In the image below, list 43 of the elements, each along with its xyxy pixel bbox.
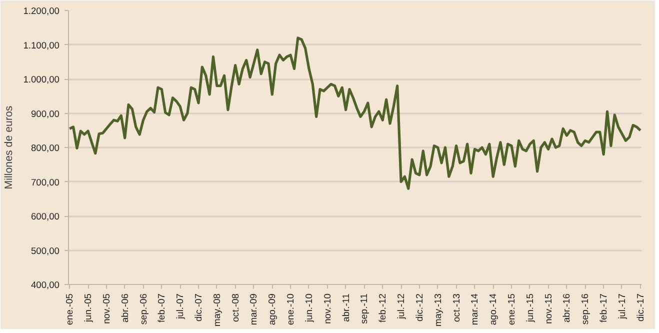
y-tick-label: 1.000,00 (23, 74, 60, 84)
x-tick-label: jun.-05 (83, 293, 94, 324)
x-tick-label: mar.-14 (470, 294, 480, 326)
x-tick-label: mar.-09 (248, 294, 259, 326)
y-tick-label: 500,00 (30, 246, 60, 256)
y-tick-label: 1.200,00 (23, 6, 60, 16)
line-series (68, 36, 642, 190)
x-tick-label: nov.-10 (322, 294, 332, 324)
x-tick-label: ene.-15 (506, 293, 517, 326)
x-tick-label: nov.-05 (101, 294, 112, 324)
x-tick-label: jul.-17 (616, 293, 627, 320)
x-tick-label: oct.-13 (451, 293, 462, 322)
x-tick-label: abr.-16 (562, 293, 572, 323)
x-tick-label: jul.-07 (175, 293, 186, 320)
x-tick-label: ago.-09 (267, 293, 278, 326)
x-tick-label: ago.-14 (488, 293, 498, 326)
x-tick-label: abr.-06 (120, 293, 130, 323)
x-tick-label: may.-13 (432, 293, 443, 327)
x-tick-label: dic.-07 (193, 294, 204, 322)
x-tick-label: dic.-12 (414, 294, 424, 322)
x-tick-label: sep.-16 (580, 293, 590, 325)
x-tick-label: jul.-12 (396, 293, 406, 320)
y-tick-label: 800,00 (30, 143, 60, 153)
y-tick-label: 600,00 (30, 212, 60, 222)
x-tick-label: feb.-07 (156, 293, 167, 323)
x-tick-label: dic.-17 (635, 294, 646, 322)
y-tick-label: 1.100,00 (23, 40, 60, 50)
x-tick-label: ene.-05 (64, 293, 75, 326)
x-tick-label: feb.-17 (598, 293, 609, 323)
x-tick-label: ene.-10 (286, 293, 296, 326)
x-tick-label: feb.-12 (378, 293, 388, 323)
y-tick-label: 400,00 (30, 280, 60, 290)
x-tick-label: abr.-11 (340, 293, 351, 322)
y-tick-label: 900,00 (30, 108, 60, 119)
x-tick-label: oct.-08 (230, 293, 240, 322)
x-tick-label: sep.-06 (138, 293, 148, 325)
x-tick-label: may.-08 (212, 293, 222, 327)
x-tick-label: jun.-15 (524, 293, 535, 324)
y-axis-title: Millones de euros (3, 106, 16, 190)
y-tick-label: 700,00 (30, 177, 60, 188)
x-tick-label: sep.-11 (359, 294, 370, 324)
x-tick-label: jun.-10 (304, 293, 314, 324)
x-tick-label: nov.-15 (543, 294, 554, 324)
